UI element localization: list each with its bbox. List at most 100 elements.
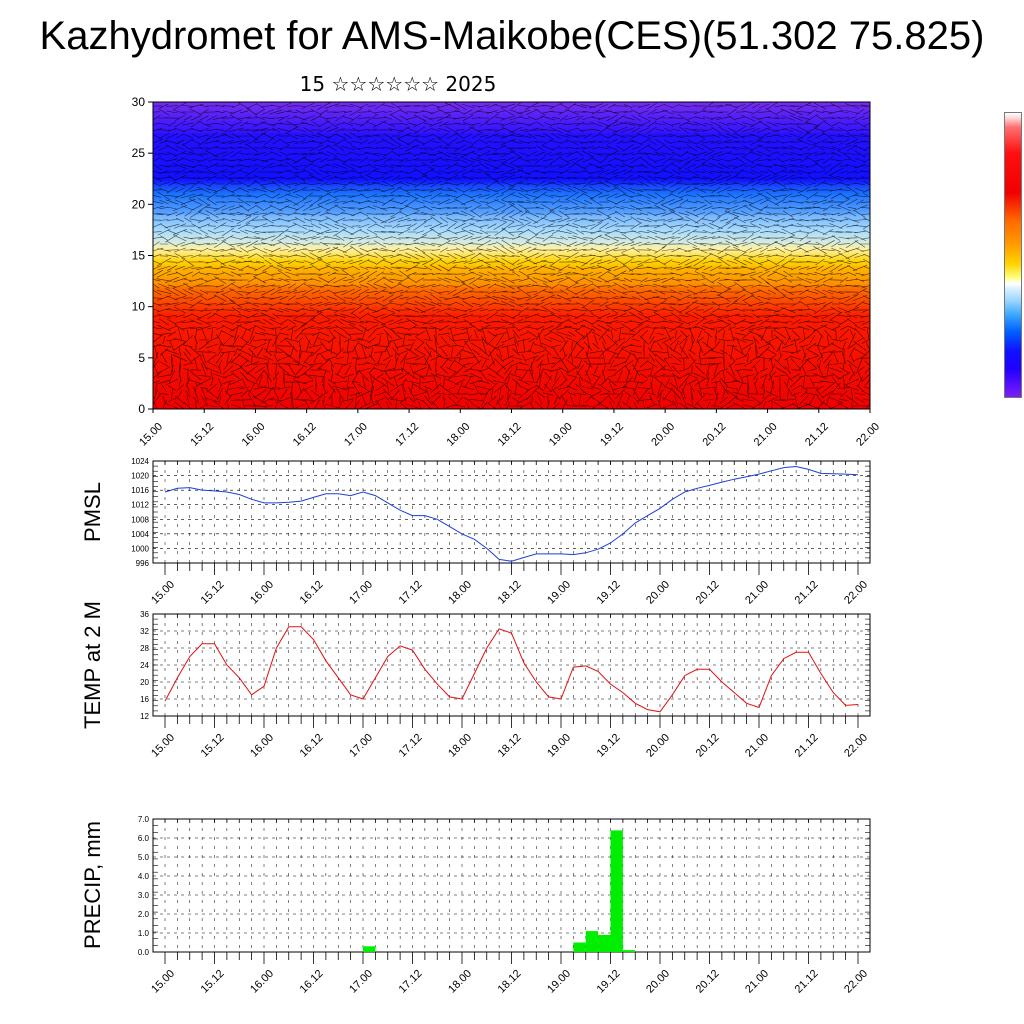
x-tick-label: 19.00: [545, 732, 573, 760]
x-tick-label: 18.12: [496, 421, 524, 449]
x-tick-label: 19.12: [595, 732, 623, 760]
y-tick-label: 30: [132, 95, 146, 109]
x-tick-label: 15.12: [199, 968, 227, 996]
x-tick-label: 21.12: [793, 579, 821, 607]
y-tick-label: 996: [136, 559, 150, 568]
pmsl-panel: 996 1000 1004 1008 1012 1016 1020 1024 15.00 15.1…: [80, 457, 871, 607]
y-tick-label: 12: [140, 712, 149, 721]
y-tick-label: 1020: [131, 472, 149, 481]
series-line: [164, 465, 859, 562]
x-tick-label: 19.12: [595, 579, 623, 607]
y-tick-label: 36: [140, 610, 149, 619]
x-tick-label: 22.00: [854, 421, 882, 449]
y-tick-label: 32: [140, 627, 149, 636]
y-tick-label: 7.0: [138, 815, 150, 824]
x-tick-label: 16.12: [298, 968, 326, 996]
x-tick-label: 20.00: [644, 579, 672, 607]
y-tick-label: 16: [140, 695, 149, 704]
x-tick-label: 18.00: [446, 732, 474, 760]
precip-bar: [585, 931, 599, 952]
x-tick-label: 18.12: [496, 732, 524, 760]
y-tick-label: 6.0: [138, 834, 150, 843]
x-tick-label: 16.12: [298, 579, 326, 607]
precip-bar: [363, 946, 376, 952]
y-tick-label: 4.0: [138, 872, 150, 881]
y-tick-label: 20: [140, 678, 149, 687]
y-tick-label: 28: [140, 644, 149, 653]
y-tick-label: 5: [138, 351, 145, 365]
y-tick-label: 1.0: [138, 929, 150, 938]
x-tick-label: 21.12: [793, 732, 821, 760]
x-tick-label: 15.00: [149, 579, 177, 607]
x-tick-label: 15.00: [137, 421, 165, 449]
x-tick-label: 16.00: [240, 421, 268, 449]
y-axis-label: PRECIP, mm: [80, 821, 105, 949]
y-tick-label: 24: [140, 661, 149, 670]
y-tick-label: 1000: [131, 544, 149, 553]
precip-bar: [573, 942, 586, 952]
y-tick-label: 25: [132, 146, 146, 160]
x-tick-label: 21.00: [752, 421, 780, 449]
x-tick-label: 19.00: [545, 968, 573, 996]
x-tick-label: 18.00: [446, 579, 474, 607]
x-tick-label: 17.12: [397, 732, 425, 760]
x-tick-label: 17.12: [393, 421, 421, 449]
temp-panel: 12 16 20 24 28 32 36 15.00 15.12 16.00 16.12 17.00 1…: [80, 601, 871, 760]
x-tick-label: 17.12: [397, 579, 425, 607]
y-tick-label: 1012: [131, 501, 149, 510]
x-tick-label: 20.00: [644, 732, 672, 760]
y-tick-label: 20: [132, 197, 146, 211]
heatmap-field: [153, 102, 870, 409]
y-tick-label: 0.0: [138, 948, 150, 957]
x-tick-label: 17.00: [347, 732, 375, 760]
x-tick-label: 18.12: [496, 579, 524, 607]
x-tick-label: 15.12: [188, 421, 216, 449]
x-tick-label: 16.12: [298, 732, 326, 760]
precip-panel: 0.0 1.0 2.0 3.0 4.0 5.0 6.0 7.0 15.00 15.12 16.00 1…: [80, 815, 871, 996]
x-tick-label: 21.00: [743, 732, 771, 760]
chart-subtitle: 15 ☆☆☆☆☆☆ 2025: [299, 72, 497, 96]
x-tick-label: 18.12: [496, 968, 524, 996]
colorbar-legend: [1004, 112, 1022, 398]
x-tick-label: 17.12: [397, 968, 425, 996]
crosssection-panel: 0 5 10 15 20 25 30 15.00 15.12 16.00 16.12 17.00 17.…: [132, 95, 882, 449]
x-tick-label: 22.00: [842, 732, 870, 760]
x-tick-label: 21.12: [793, 968, 821, 996]
x-tick-label: 19.12: [595, 968, 623, 996]
y-tick-label: 15: [132, 249, 146, 263]
plot-frame: [152, 460, 871, 564]
wind-vectors: [153, 102, 870, 409]
y-tick-label: 0: [138, 402, 145, 416]
x-tick-label: 20.12: [694, 579, 722, 607]
x-tick-label: 21.12: [803, 421, 831, 449]
y-tick-label: 10: [132, 300, 146, 314]
y-tick-label: 1024: [131, 457, 149, 466]
y-tick-label: 3.0: [138, 891, 150, 900]
x-tick-label: 18.00: [446, 968, 474, 996]
x-tick-label: 20.00: [644, 968, 672, 996]
x-tick-label: 20.00: [649, 421, 677, 449]
x-tick-label: 16.12: [291, 421, 319, 449]
x-tick-label: 15.12: [199, 579, 227, 607]
y-axis-label: TEMP at 2 M: [80, 601, 105, 729]
heatmap-gradient-layer: [153, 102, 870, 409]
y-tick-label: 1008: [131, 515, 149, 524]
x-tick-label: 16.00: [248, 968, 276, 996]
x-tick-label: 22.00: [842, 579, 870, 607]
x-tick-label: 16.00: [248, 579, 276, 607]
precip-bar: [598, 934, 611, 952]
precip-bar: [622, 950, 636, 952]
x-tick-label: 19.00: [547, 421, 575, 449]
x-tick-label: 21.00: [743, 579, 771, 607]
x-tick-label: 19.00: [545, 579, 573, 607]
chart-title: Kazhydromet for AMS-Maikobe(CES)(51.302 …: [39, 14, 985, 58]
y-tick-label: 1004: [131, 530, 149, 539]
x-tick-label: 17.00: [342, 421, 370, 449]
x-tick-label: 15.12: [199, 732, 227, 760]
x-tick-label: 22.00: [842, 968, 870, 996]
y-axis-label: PMSL: [80, 482, 105, 542]
x-tick-label: 21.00: [743, 968, 771, 996]
precip-bar: [610, 830, 623, 952]
y-tick-label: 5.0: [138, 853, 150, 862]
